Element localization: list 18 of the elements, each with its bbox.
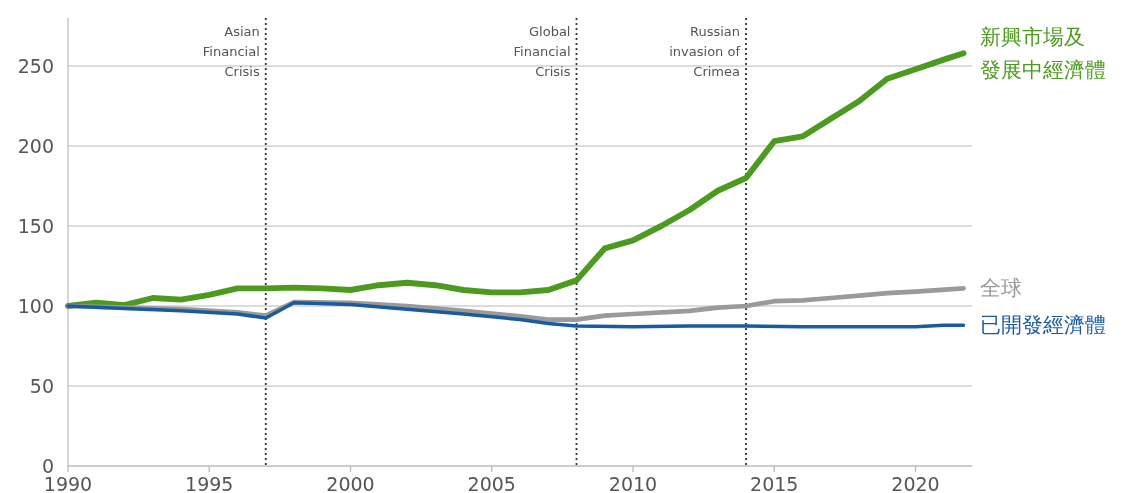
y-tick-label: 250 (17, 55, 54, 77)
ref-line-label: Russian invasion of Crimea (669, 24, 741, 79)
x-tick-label: 2015 (750, 473, 799, 493)
y-tick-label: 50 (29, 375, 54, 397)
x-tick-label: 2000 (326, 473, 375, 493)
x-tick-label: 2005 (467, 473, 516, 493)
x-tick-label: 1995 (185, 473, 234, 493)
y-tick-label: 100 (17, 295, 54, 317)
series-label: 已開發經濟體 (980, 313, 1106, 338)
ref-line-label: Asian Financial Crisis (202, 24, 260, 79)
line-series (66, 301, 966, 329)
x-tick-label: 2020 (891, 473, 940, 493)
ref-line-label: Global Financial Crisis (513, 24, 571, 79)
y-tick-label: 200 (17, 135, 54, 157)
x-tick-label: 2010 (608, 473, 658, 493)
series-label: 全球 (980, 276, 1022, 301)
y-tick-label: 150 (17, 215, 54, 237)
series-label: 新興市場及發展中經濟體 (980, 25, 1106, 83)
